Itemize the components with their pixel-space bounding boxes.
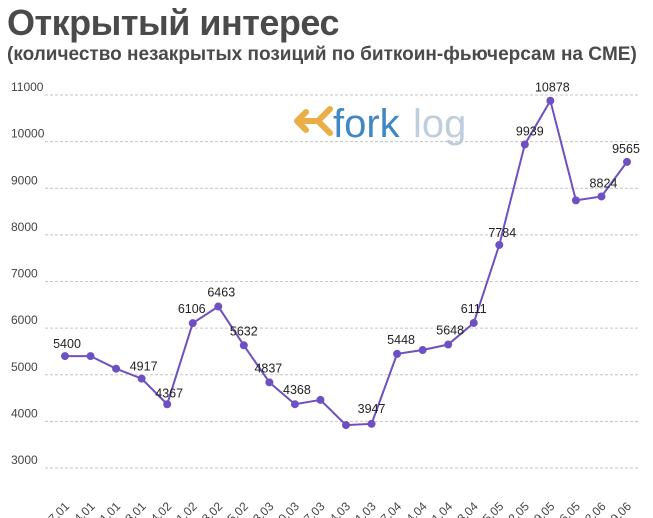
data-point bbox=[163, 400, 172, 409]
x-tick-label: 07.01 bbox=[41, 499, 72, 518]
data-label: 4368 bbox=[283, 383, 311, 397]
data-label: 10878 bbox=[535, 81, 570, 95]
data-point bbox=[597, 192, 606, 201]
chart-subtitle: (количество незакрытых позиций по биткои… bbox=[7, 44, 637, 65]
data-label: 4917 bbox=[130, 360, 158, 374]
data-point bbox=[290, 400, 299, 409]
data-point bbox=[112, 364, 121, 373]
data-label: 6463 bbox=[207, 286, 235, 300]
data-label: 3947 bbox=[358, 402, 386, 416]
data-point bbox=[444, 340, 453, 349]
data-label: 6111 bbox=[461, 302, 487, 316]
data-label: 8824 bbox=[590, 176, 618, 190]
data-point bbox=[469, 318, 478, 327]
y-tick-label: 8000 bbox=[11, 220, 38, 234]
data-label: 6106 bbox=[178, 302, 206, 316]
data-points bbox=[61, 96, 631, 430]
data-label: 5400 bbox=[53, 337, 81, 351]
y-tick-label: 9000 bbox=[11, 173, 38, 187]
forklog-logo: fork log bbox=[294, 102, 466, 146]
data-point bbox=[86, 352, 95, 361]
data-point bbox=[495, 240, 504, 249]
grid-lines bbox=[45, 94, 638, 469]
data-point bbox=[623, 157, 631, 166]
data-point bbox=[342, 421, 350, 430]
data-label: 9565 bbox=[612, 142, 640, 156]
y-tick-label: 6000 bbox=[11, 313, 38, 327]
data-point bbox=[520, 140, 529, 149]
data-point bbox=[571, 196, 580, 205]
data-label: 5448 bbox=[387, 333, 415, 347]
y-tick-label: 5000 bbox=[11, 360, 38, 374]
data-label: 4837 bbox=[254, 361, 282, 375]
y-tick-label: 10000 bbox=[11, 127, 45, 141]
x-axis-ticks: 07.0114.0121.0128.0104.0211.0218.0225.02… bbox=[41, 499, 634, 518]
chart-title: Открытый интерес bbox=[7, 2, 339, 43]
data-point bbox=[188, 319, 197, 328]
data-point bbox=[214, 302, 223, 311]
data-point bbox=[265, 378, 274, 387]
forklog-arrow-icon bbox=[294, 106, 333, 136]
data-point bbox=[546, 96, 555, 105]
y-tick-label: 4000 bbox=[11, 406, 38, 420]
data-label: 7784 bbox=[488, 226, 516, 240]
x-tick-label: 11.02 bbox=[169, 499, 200, 518]
logo-text-log: log bbox=[413, 102, 466, 146]
data-point bbox=[367, 419, 376, 428]
y-tick-label: 11000 bbox=[11, 80, 44, 94]
data-label: 4367 bbox=[155, 386, 183, 400]
data-point bbox=[137, 374, 146, 383]
data-label: 9939 bbox=[516, 124, 544, 138]
y-axis-ticks: 3000 4000 5000 6000 7000 8000 9000 10000 11000 bbox=[11, 80, 45, 467]
y-tick-label: 7000 bbox=[11, 267, 38, 281]
data-label: 5648 bbox=[436, 324, 464, 338]
data-point bbox=[418, 346, 427, 355]
data-point bbox=[61, 352, 69, 361]
y-tick-label: 3000 bbox=[11, 453, 38, 467]
series-line bbox=[65, 98, 628, 427]
data-point bbox=[316, 395, 325, 404]
data-label: 5632 bbox=[230, 324, 258, 338]
logo-text-fork: fork bbox=[333, 102, 401, 146]
data-point bbox=[393, 349, 402, 358]
data-point bbox=[239, 341, 248, 350]
